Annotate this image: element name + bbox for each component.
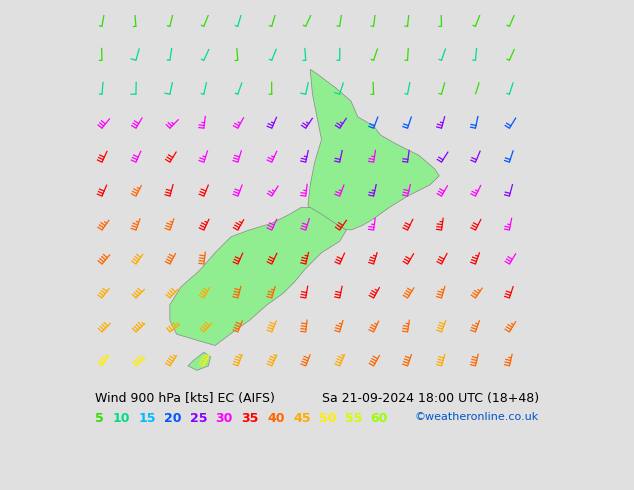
Text: 40: 40 bbox=[267, 412, 285, 424]
Text: 55: 55 bbox=[345, 412, 362, 424]
Text: Wind 900 hPa [kts] EC (AIFS): Wind 900 hPa [kts] EC (AIFS) bbox=[95, 392, 275, 405]
Text: 60: 60 bbox=[370, 412, 388, 424]
Text: 15: 15 bbox=[138, 412, 156, 424]
Text: 10: 10 bbox=[112, 412, 130, 424]
Text: 25: 25 bbox=[190, 412, 207, 424]
Text: 30: 30 bbox=[216, 412, 233, 424]
Text: ©weatheronline.co.uk: ©weatheronline.co.uk bbox=[415, 412, 539, 421]
Text: Sa 21-09-2024 18:00 UTC (18+48): Sa 21-09-2024 18:00 UTC (18+48) bbox=[321, 392, 539, 405]
Text: 5: 5 bbox=[95, 412, 104, 424]
Polygon shape bbox=[188, 352, 210, 370]
Text: 35: 35 bbox=[242, 412, 259, 424]
Polygon shape bbox=[170, 207, 346, 345]
Text: 50: 50 bbox=[319, 412, 336, 424]
Text: 20: 20 bbox=[164, 412, 181, 424]
Text: 45: 45 bbox=[293, 412, 311, 424]
Polygon shape bbox=[308, 69, 439, 230]
